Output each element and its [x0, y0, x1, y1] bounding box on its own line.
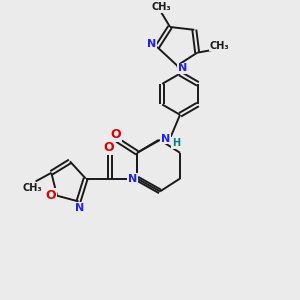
Text: CH₃: CH₃ — [23, 183, 43, 193]
Text: N: N — [178, 63, 188, 74]
Text: O: O — [110, 128, 121, 141]
Text: N: N — [161, 134, 170, 143]
Text: O: O — [46, 189, 56, 202]
Text: N: N — [147, 39, 156, 49]
Text: N: N — [75, 203, 85, 213]
Text: N: N — [128, 173, 137, 184]
Text: CH₃: CH₃ — [152, 2, 171, 12]
Text: H: H — [172, 138, 180, 148]
Text: CH₃: CH₃ — [209, 40, 229, 51]
Text: O: O — [103, 141, 114, 154]
